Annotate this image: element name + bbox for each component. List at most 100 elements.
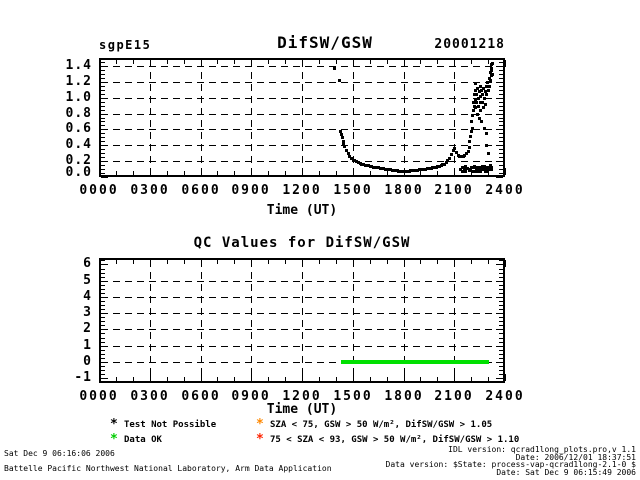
x-tick-top	[184, 260, 185, 264]
data-point	[487, 152, 490, 155]
data-point	[476, 113, 479, 116]
y-axis-tick-label: 1	[83, 338, 92, 353]
y-tick-right	[499, 102, 503, 103]
data-point	[486, 170, 489, 173]
x-tick-bottom	[454, 374, 455, 381]
x-tick-bottom	[302, 374, 303, 381]
x-axis-tick-label: 2100	[434, 389, 474, 404]
y-tick-right	[499, 350, 503, 351]
x-tick-top	[505, 60, 506, 67]
legend-item-label: 75 < SZA < 93, GSW > 50 W/m², DifSW/GSW …	[270, 435, 520, 445]
data-point	[476, 87, 479, 90]
data-point	[479, 85, 482, 88]
x-axis-tick-label: 0000	[79, 183, 119, 198]
x-tick-top	[437, 60, 438, 64]
x-axis-tick-label: 1500	[333, 183, 373, 198]
generated-timestamp: Sat Dec 9 06:16:06 2006	[4, 449, 115, 458]
x-tick-bottom	[167, 171, 168, 175]
x-axis-tick-label: 1800	[384, 183, 424, 198]
y-tick-right	[496, 177, 503, 178]
y-tick-right	[499, 285, 503, 286]
y-tick-right	[499, 269, 503, 270]
data-point	[485, 85, 488, 88]
grid-line-vertical	[404, 60, 405, 175]
x-tick-top	[370, 260, 371, 264]
data-point	[479, 170, 482, 173]
grid-line-vertical	[251, 260, 252, 381]
data-point	[486, 81, 489, 84]
data-point	[485, 93, 488, 96]
data-point	[343, 145, 346, 148]
y-tick-left	[101, 346, 108, 347]
y-tick-left	[101, 157, 105, 158]
y-tick-right	[499, 125, 503, 126]
y-tick-left	[101, 165, 105, 166]
data-point	[488, 85, 491, 88]
data-point	[480, 89, 483, 92]
data-point	[443, 163, 446, 166]
data-point	[394, 169, 397, 172]
x-tick-bottom	[505, 374, 506, 381]
y-tick-left	[101, 309, 105, 310]
data-point	[431, 166, 434, 169]
y-axis-tick-label: 3	[83, 305, 92, 320]
data-point	[441, 163, 444, 166]
data-point	[384, 168, 387, 171]
x-tick-top	[133, 60, 134, 64]
data-point	[365, 164, 368, 167]
x-tick-top	[268, 260, 269, 264]
x-tick-bottom	[471, 377, 472, 381]
data-point	[397, 170, 400, 173]
y-tick-left	[101, 98, 108, 99]
x-axis-tick-label: 1800	[384, 389, 424, 404]
x-axis-tick-label: 1200	[282, 389, 322, 404]
y-axis-tick-label: 0.8	[65, 106, 92, 121]
data-point	[473, 93, 476, 96]
data-point	[485, 168, 488, 171]
y-tick-right	[499, 118, 503, 119]
x-tick-bottom	[454, 168, 455, 175]
x-tick-bottom	[99, 168, 100, 175]
x-tick-bottom	[285, 377, 286, 381]
data-point	[467, 150, 470, 153]
data-point	[479, 95, 482, 98]
data-point	[424, 168, 427, 171]
data-point	[469, 135, 472, 138]
x-tick-top	[116, 60, 117, 64]
grid-line-vertical	[454, 60, 455, 175]
y-tick-left	[101, 277, 105, 278]
plot2-title: QC Values for DifSW/GSW	[193, 235, 411, 251]
y-tick-left	[101, 145, 108, 146]
plot2-x-axis-title: Time (UT)	[266, 402, 338, 417]
data-point	[481, 101, 484, 104]
y-axis-tick-label: 1.4	[65, 58, 92, 73]
plot-frame	[99, 258, 505, 383]
grid-line-vertical	[353, 60, 354, 175]
y-tick-right	[499, 273, 503, 274]
x-tick-bottom	[404, 374, 405, 381]
x-tick-top	[234, 60, 235, 64]
x-tick-bottom	[437, 171, 438, 175]
x-tick-bottom	[353, 168, 354, 175]
data-point	[450, 153, 453, 156]
y-axis-tick-label: 4	[83, 289, 92, 304]
y-tick-left	[101, 289, 105, 290]
y-tick-left	[101, 137, 105, 138]
y-tick-right	[496, 145, 503, 146]
y-tick-right	[496, 66, 503, 67]
legend-item: * SZA < 75, GSW > 50 W/m², DifSW/GSW > 1.…	[256, 418, 492, 431]
x-tick-top	[471, 60, 472, 64]
y-tick-right	[499, 153, 503, 154]
y-tick-left	[101, 62, 105, 63]
data-point	[421, 168, 424, 171]
x-axis-tick-label: 0300	[130, 389, 170, 404]
y-tick-left	[101, 358, 105, 359]
grid-line-vertical	[150, 60, 151, 175]
y-tick-right	[499, 141, 503, 142]
x-axis-tick-label: 2400	[485, 389, 525, 404]
y-tick-left	[101, 173, 105, 174]
data-point	[466, 167, 469, 170]
data-point	[355, 160, 358, 163]
y-tick-right	[499, 94, 503, 95]
